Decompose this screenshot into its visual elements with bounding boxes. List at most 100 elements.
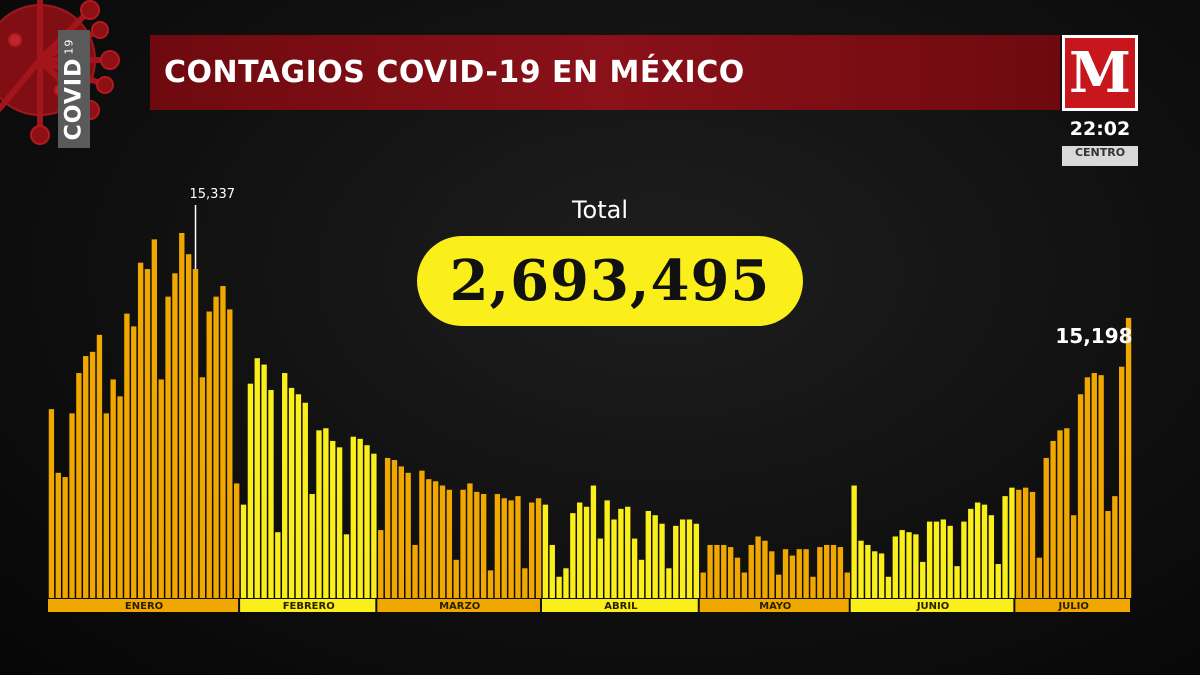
- month-band-enero: [48, 599, 239, 612]
- month-label-marzo: MARZO: [439, 601, 480, 612]
- bar-enero-7: [89, 351, 96, 598]
- bar-enero-28: [234, 483, 240, 598]
- month-label-febrero: FEBRERO: [283, 601, 335, 612]
- bar-julio-17: [1125, 317, 1132, 598]
- bar-junio-20: [981, 504, 988, 598]
- bar-enero-14: [137, 262, 144, 598]
- bar-abril-23: [693, 523, 700, 598]
- bar-junio-7: [892, 536, 898, 598]
- bar-junio-17: [961, 521, 967, 598]
- bar-mayo-10: [762, 540, 768, 598]
- bar-abril-3: [556, 576, 562, 598]
- bar-junio-11: [920, 561, 926, 598]
- bar-julio-5: [1043, 457, 1049, 598]
- bar-julio-8: [1064, 428, 1070, 598]
- bar-enero-13: [131, 326, 137, 598]
- bar-julio-6: [1050, 440, 1056, 598]
- bar-marzo-10: [439, 485, 446, 598]
- bar-marzo-19: [501, 498, 507, 598]
- bar-mayo-11: [769, 551, 775, 598]
- bar-febrero-19: [364, 445, 370, 598]
- bar-marzo-13: [460, 489, 466, 598]
- bar-febrero-4: [261, 364, 267, 598]
- bar-enero-10: [110, 379, 116, 598]
- bar-abril-20: [673, 525, 679, 598]
- bar-julio-15: [1112, 496, 1118, 598]
- month-label-julio: JULIO: [1057, 601, 1088, 612]
- bar-julio-2: [1022, 487, 1029, 598]
- bar-marzo-12: [453, 559, 459, 598]
- bar-enero-27: [227, 309, 233, 598]
- bar-junio-22: [995, 564, 1001, 598]
- bar-junio-13: [933, 521, 940, 598]
- bar-febrero-15: [336, 447, 343, 598]
- bar-abril-7: [583, 506, 590, 598]
- bar-junio-3: [865, 544, 871, 598]
- month-band-abril: [541, 599, 698, 612]
- bar-marzo-2: [384, 457, 391, 598]
- bar-marzo-22: [522, 568, 528, 598]
- total-label: Total: [571, 196, 629, 224]
- bar-mayo-9: [755, 536, 761, 598]
- bar-abril-19: [666, 568, 672, 598]
- bar-marzo-21: [515, 496, 521, 598]
- bar-abril-9: [597, 538, 603, 598]
- bar-enero-23: [199, 377, 206, 598]
- bar-marzo-15: [474, 491, 480, 598]
- bar-abril-18: [659, 523, 665, 598]
- bar-abril-12: [618, 508, 624, 598]
- bar-abril-13: [625, 506, 631, 598]
- bar-marzo-3: [391, 460, 398, 598]
- bar-marzo-11: [446, 489, 453, 598]
- bar-julio-12: [1091, 373, 1097, 598]
- bar-febrero-5: [268, 390, 274, 598]
- bar-marzo-20: [508, 500, 514, 598]
- bar-junio-19: [974, 502, 981, 598]
- channel-logo: M: [1062, 35, 1138, 111]
- bar-febrero-1: [240, 504, 247, 598]
- bar-febrero-11: [309, 494, 315, 598]
- bar-junio-14: [940, 519, 946, 598]
- bar-mayo-2: [707, 544, 713, 598]
- bar-enero-18: [165, 296, 171, 598]
- bar-abril-2: [549, 544, 555, 598]
- bar-marzo-18: [494, 494, 501, 598]
- month-band-mayo: [699, 599, 849, 612]
- bar-enero-17: [158, 379, 164, 598]
- bar-junio-24: [1009, 487, 1015, 598]
- bar-febrero-17: [350, 436, 356, 598]
- bar-abril-21: [679, 519, 686, 598]
- bar-junio-2: [858, 540, 864, 598]
- bar-febrero-2: [247, 383, 254, 598]
- bar-abril-22: [686, 519, 693, 598]
- bar-mayo-3: [714, 544, 720, 598]
- bar-enero-16: [151, 239, 158, 598]
- bar-julio-9: [1071, 515, 1077, 598]
- bar-marzo-6: [412, 544, 418, 598]
- total-value: 2,693,495: [417, 236, 803, 326]
- annotation-label-julio: 15,198: [1055, 324, 1132, 348]
- bar-febrero-10: [302, 402, 308, 598]
- bar-junio-4: [872, 551, 878, 598]
- bar-junio-10: [913, 534, 919, 598]
- month-band-julio: [1015, 599, 1130, 612]
- bar-febrero-7: [282, 373, 288, 598]
- bar-junio-9: [906, 532, 912, 598]
- bar-abril-11: [611, 519, 617, 598]
- bar-mayo-18: [817, 547, 823, 598]
- bar-enero-26: [220, 286, 226, 598]
- bar-enero-25: [213, 296, 219, 598]
- month-band-febrero: [240, 599, 376, 612]
- bar-junio-16: [954, 566, 960, 598]
- bar-enero-15: [144, 269, 151, 598]
- bar-junio-6: [885, 576, 892, 598]
- bar-abril-17: [652, 515, 658, 598]
- bar-julio-1: [1016, 489, 1022, 598]
- bar-mayo-16: [803, 549, 809, 598]
- bar-enero-22: [192, 269, 199, 598]
- bar-abril-8: [590, 485, 597, 598]
- bar-abril-6: [577, 502, 583, 598]
- bar-enero-24: [206, 311, 212, 598]
- bar-marzo-4: [398, 466, 404, 598]
- bar-febrero-13: [323, 428, 329, 598]
